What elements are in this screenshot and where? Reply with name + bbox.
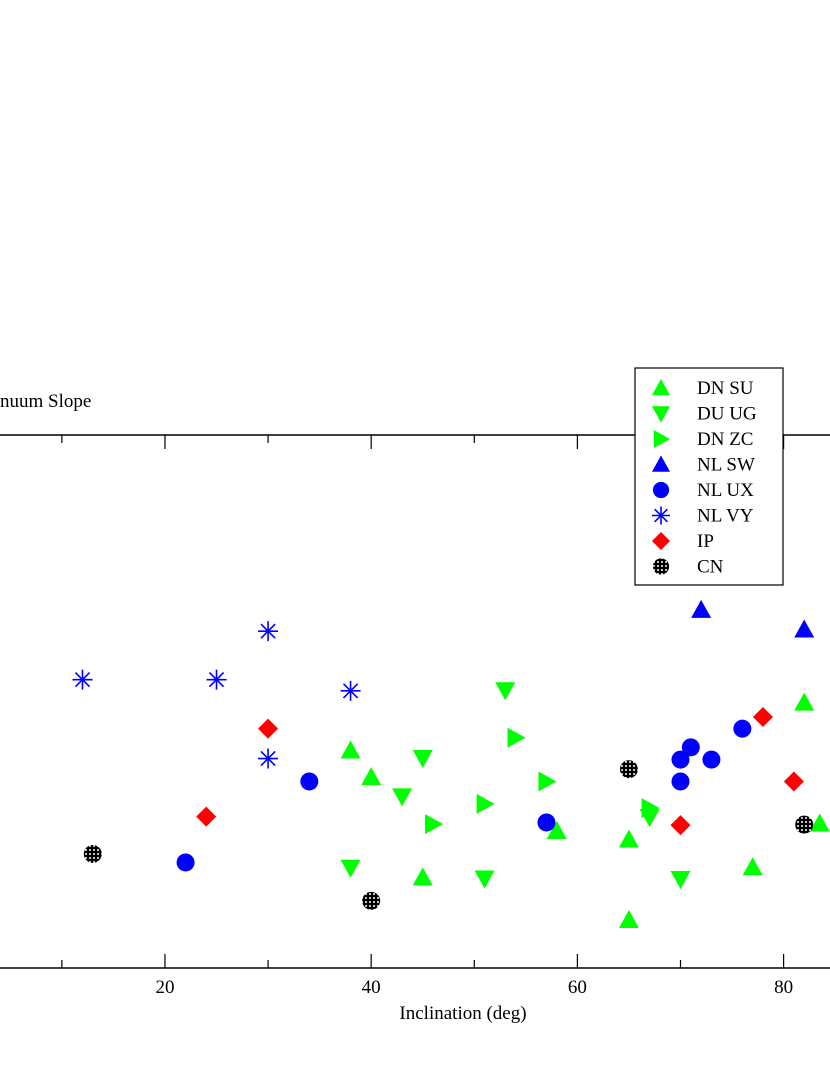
legend-label: NL VY (697, 506, 754, 527)
data-point (794, 619, 815, 638)
data-point (702, 750, 721, 769)
data-point (340, 740, 361, 759)
data-point (196, 806, 217, 827)
data-point (733, 719, 752, 738)
x-tick-label: 40 (362, 977, 381, 998)
data-point (72, 669, 93, 690)
legend: DN SU DU UG DN ZC NL SW NL UX NL VY IP CN (634, 367, 784, 586)
data-point (476, 793, 495, 814)
data-point (83, 844, 102, 863)
data-point (340, 680, 361, 701)
data-point (412, 749, 433, 768)
legend-marker (652, 379, 670, 396)
x-axis-label: Inclination (deg) (399, 1003, 526, 1024)
data-point (752, 706, 773, 727)
data-point (809, 813, 830, 832)
legend-label: DN ZC (697, 429, 753, 450)
data-point (340, 859, 361, 878)
legend-label: NL UX (697, 480, 754, 501)
x-tick-label: 60 (568, 977, 587, 998)
data-point (176, 853, 195, 872)
legend-marker (652, 506, 670, 525)
data-point (795, 815, 814, 834)
data-point (783, 771, 804, 792)
data-point (681, 738, 700, 757)
data-point (618, 910, 639, 929)
data-point (362, 891, 381, 910)
data-point (670, 870, 691, 889)
legend-label: IP (697, 531, 714, 552)
legend-label: DN SU (697, 378, 754, 399)
data-point (258, 718, 279, 739)
legend-label: CN (697, 557, 724, 578)
chart-title: nuum Slope (0, 391, 91, 412)
asterisk-stroke (260, 750, 276, 767)
legend-marker (652, 558, 670, 575)
data-point (641, 798, 660, 819)
data-point (392, 788, 413, 807)
asterisk-stroke (208, 672, 225, 688)
data-point (361, 767, 382, 786)
legend-marker (652, 532, 670, 550)
legend-marker (652, 481, 670, 499)
data-point (671, 772, 690, 791)
data-point (794, 692, 815, 711)
asterisk-stroke (260, 623, 276, 639)
data-point (618, 829, 639, 848)
chart-marks (72, 599, 830, 929)
legend-marker (652, 406, 670, 423)
data-point (537, 813, 556, 832)
data-point (258, 621, 279, 642)
x-tick-label: 20 (155, 977, 174, 998)
data-point (412, 867, 433, 886)
data-point (546, 821, 567, 840)
data-point (742, 857, 763, 876)
legend-box (634, 367, 784, 586)
data-point (670, 815, 691, 836)
data-point (258, 748, 279, 769)
data-point (300, 772, 319, 791)
data-point (671, 750, 690, 769)
asterisk-stroke (74, 672, 91, 688)
asterisk-stroke (342, 683, 359, 699)
x-tick-label: 80 (774, 977, 793, 998)
legend-marker (653, 430, 670, 448)
data-point (538, 771, 557, 792)
data-point (474, 870, 495, 889)
legend-label: NL SW (697, 455, 755, 476)
data-point (619, 760, 638, 779)
data-point (691, 599, 712, 618)
legend-marker (652, 455, 670, 472)
legend-label: DU UG (697, 404, 757, 425)
data-point (425, 814, 444, 835)
data-point (206, 669, 227, 690)
data-point (495, 682, 516, 701)
asterisk-stroke (654, 508, 668, 523)
x-axis-ticks: 20 40 60 80 (61, 435, 793, 998)
data-point (507, 727, 526, 748)
